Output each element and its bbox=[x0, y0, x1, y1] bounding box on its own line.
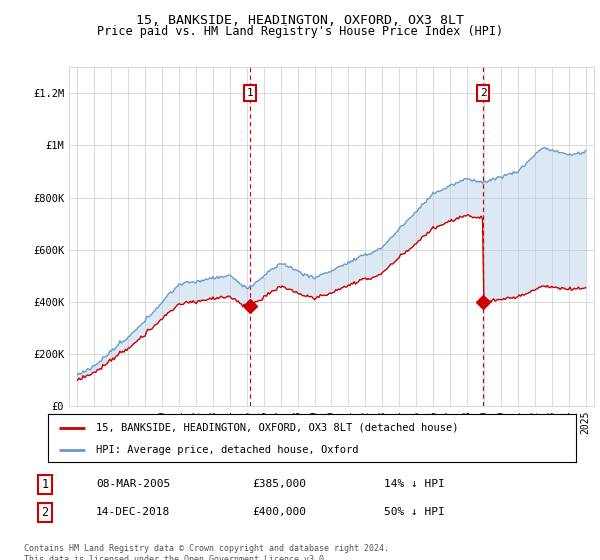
Text: 14% ↓ HPI: 14% ↓ HPI bbox=[384, 479, 445, 489]
Text: 50% ↓ HPI: 50% ↓ HPI bbox=[384, 507, 445, 517]
Text: £385,000: £385,000 bbox=[252, 479, 306, 489]
Text: 1: 1 bbox=[247, 88, 253, 98]
Text: 15, BANKSIDE, HEADINGTON, OXFORD, OX3 8LT (detached house): 15, BANKSIDE, HEADINGTON, OXFORD, OX3 8L… bbox=[95, 423, 458, 433]
Text: 15, BANKSIDE, HEADINGTON, OXFORD, OX3 8LT: 15, BANKSIDE, HEADINGTON, OXFORD, OX3 8L… bbox=[136, 14, 464, 27]
Text: 2: 2 bbox=[41, 506, 49, 519]
Text: 1: 1 bbox=[41, 478, 49, 491]
Text: Price paid vs. HM Land Registry's House Price Index (HPI): Price paid vs. HM Land Registry's House … bbox=[97, 25, 503, 38]
Text: £400,000: £400,000 bbox=[252, 507, 306, 517]
Text: Contains HM Land Registry data © Crown copyright and database right 2024.
This d: Contains HM Land Registry data © Crown c… bbox=[24, 544, 389, 560]
Text: 14-DEC-2018: 14-DEC-2018 bbox=[96, 507, 170, 517]
Text: 08-MAR-2005: 08-MAR-2005 bbox=[96, 479, 170, 489]
Text: HPI: Average price, detached house, Oxford: HPI: Average price, detached house, Oxfo… bbox=[95, 445, 358, 455]
Text: 2: 2 bbox=[480, 88, 487, 98]
